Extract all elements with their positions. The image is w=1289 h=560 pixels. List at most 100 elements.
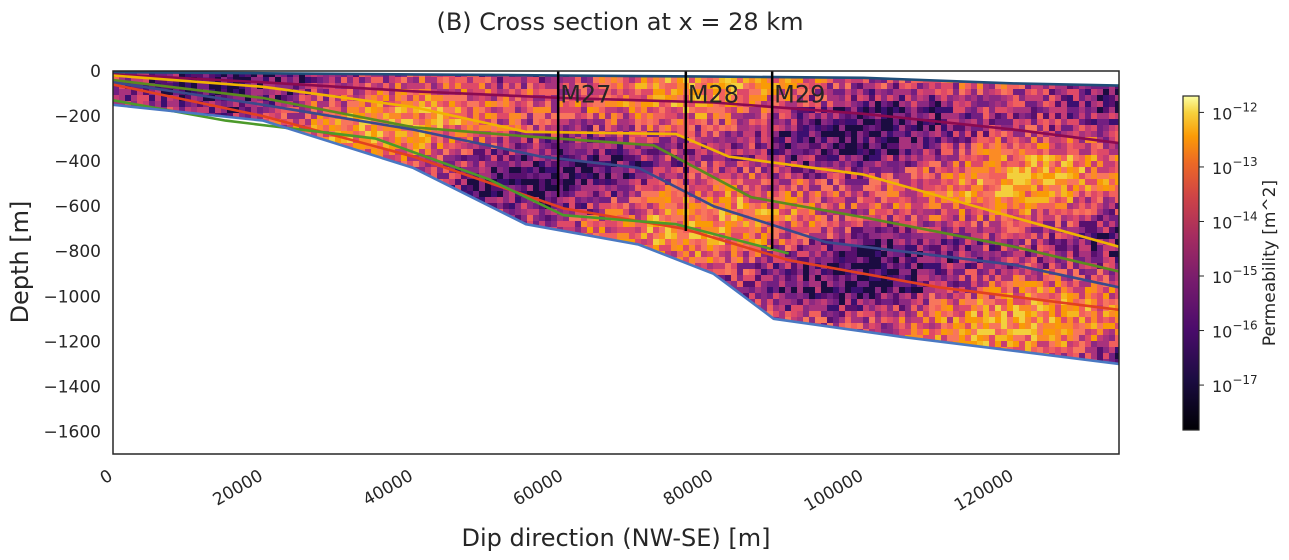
heatmap-cell <box>149 209 155 215</box>
heatmap-cell <box>203 281 209 287</box>
heatmap-cell <box>137 227 143 233</box>
heatmap-cell <box>221 377 227 383</box>
heatmap-cell <box>479 149 485 155</box>
heatmap-cell <box>161 401 167 407</box>
heatmap-cell <box>269 191 275 197</box>
heatmap-cell <box>251 221 257 227</box>
heatmap-cell <box>365 125 371 131</box>
heatmap-cell <box>545 143 551 149</box>
heatmap-cell <box>359 437 365 443</box>
heatmap-cell <box>317 125 323 131</box>
heatmap-cell <box>131 389 137 395</box>
heatmap-cell <box>125 377 131 383</box>
heatmap-cell <box>575 227 581 233</box>
heatmap-cell <box>155 323 161 329</box>
heatmap-cell <box>341 431 347 437</box>
heatmap-cell <box>401 215 407 221</box>
heatmap-cell <box>395 389 401 395</box>
heatmap-cell <box>341 173 347 179</box>
heatmap-cell <box>185 443 191 449</box>
heatmap-cell <box>503 329 509 335</box>
heatmap-cell <box>119 431 125 437</box>
heatmap-cell <box>323 77 329 83</box>
heatmap-cell <box>419 443 425 449</box>
heatmap-cell <box>539 251 545 257</box>
heatmap-cell <box>125 203 131 209</box>
heatmap-cell <box>551 149 557 155</box>
heatmap-cell <box>389 215 395 221</box>
heatmap-cell <box>533 269 539 275</box>
heatmap-cell <box>275 161 281 167</box>
heatmap-cell <box>149 203 155 209</box>
heatmap-cell <box>473 317 479 323</box>
heatmap-cell <box>197 257 203 263</box>
heatmap-cell <box>131 221 137 227</box>
heatmap-cell <box>299 137 305 143</box>
heatmap-cell <box>467 209 473 215</box>
heatmap-cell <box>455 251 461 257</box>
heatmap-cell <box>251 245 257 251</box>
heatmap-cell <box>383 131 389 137</box>
heatmap-cell <box>227 311 233 317</box>
heatmap-cell <box>443 131 449 137</box>
heatmap-cell <box>473 311 479 317</box>
heatmap-cell <box>533 299 539 305</box>
heatmap-cell <box>557 305 563 311</box>
heatmap-cell <box>575 329 581 335</box>
heatmap-cell <box>437 125 443 131</box>
heatmap-cell <box>479 77 485 83</box>
heatmap-cell <box>269 395 275 401</box>
heatmap-cell <box>545 335 551 341</box>
heatmap-cell <box>113 287 119 293</box>
heatmap-cell <box>113 293 119 299</box>
heatmap-cell <box>551 401 557 407</box>
heatmap-cell <box>149 425 155 431</box>
heatmap-cell <box>479 383 485 389</box>
heatmap-cell <box>167 353 173 359</box>
heatmap-cell <box>239 227 245 233</box>
heatmap-cell <box>509 149 515 155</box>
heatmap-cell <box>275 191 281 197</box>
heatmap-cell <box>245 95 251 101</box>
heatmap-cell <box>497 359 503 364</box>
heatmap-cell <box>305 203 311 209</box>
heatmap-cell <box>509 89 515 95</box>
heatmap-cell <box>389 389 395 395</box>
heatmap-cell <box>191 119 197 125</box>
heatmap-cell <box>533 167 539 173</box>
heatmap-cell <box>185 341 191 347</box>
heatmap-cell <box>269 323 275 329</box>
heatmap-cell <box>509 155 515 161</box>
heatmap-cell <box>113 245 119 251</box>
heatmap-cell <box>449 227 455 233</box>
heatmap-cell <box>293 419 299 425</box>
heatmap-cell <box>353 425 359 431</box>
heatmap-cell <box>149 95 155 101</box>
heatmap-cell <box>401 233 407 239</box>
heatmap-cell <box>485 359 491 364</box>
heatmap-cell <box>527 125 533 131</box>
heatmap-cell <box>137 239 143 245</box>
heatmap-cell <box>233 419 239 425</box>
heatmap-cell <box>389 287 395 293</box>
heatmap-cell <box>311 419 317 425</box>
heatmap-cell <box>191 323 197 329</box>
heatmap-cell <box>239 353 245 359</box>
heatmap-cell <box>275 131 281 137</box>
heatmap-cell <box>335 269 341 275</box>
heatmap-cell <box>461 77 467 83</box>
heatmap-cell <box>425 143 431 149</box>
heatmap-cell <box>569 101 575 107</box>
heatmap-cell <box>359 89 365 95</box>
heatmap-cell <box>347 419 353 425</box>
heatmap-cell <box>383 347 389 353</box>
heatmap-cell <box>185 131 191 137</box>
heatmap-cell <box>563 251 569 257</box>
heatmap-cell <box>245 179 251 185</box>
heatmap-cell <box>179 209 185 215</box>
heatmap-cell <box>341 275 347 281</box>
heatmap-cell <box>143 347 149 353</box>
heatmap-cell <box>461 419 467 425</box>
heatmap-cell <box>383 419 389 425</box>
heatmap-cell <box>269 209 275 215</box>
